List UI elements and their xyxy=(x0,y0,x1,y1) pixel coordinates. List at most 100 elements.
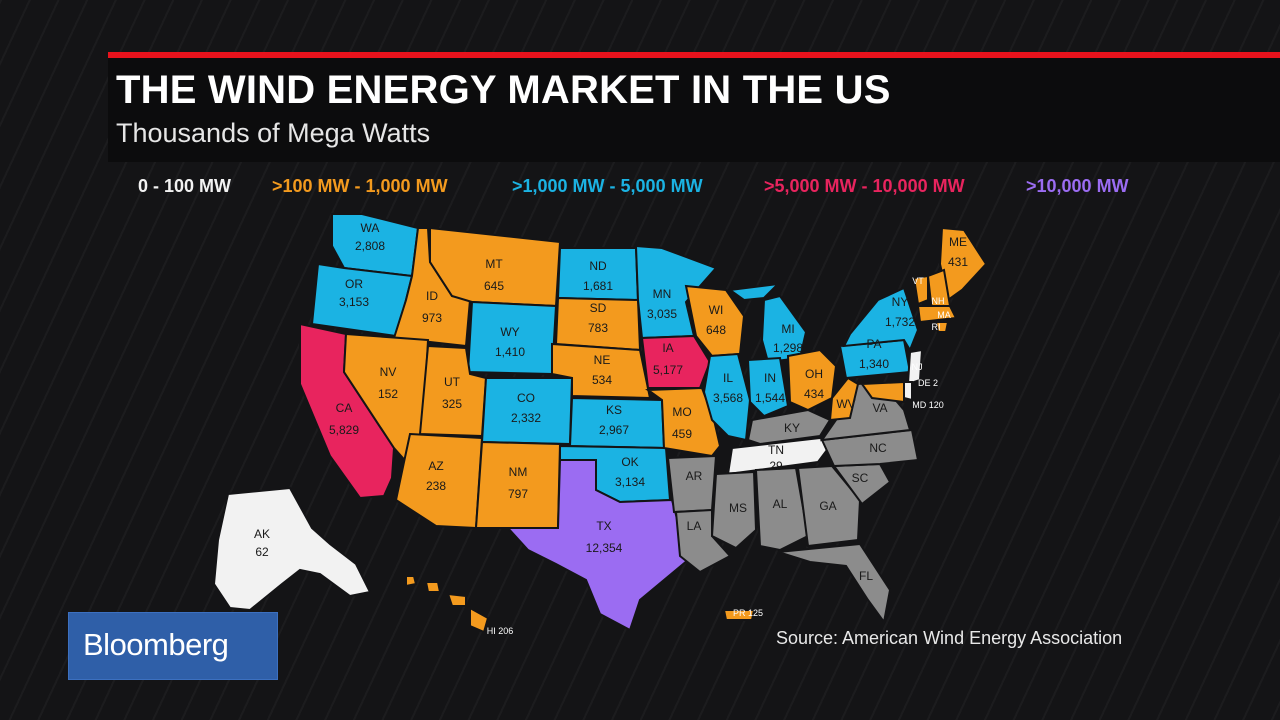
state-label-nv: NV xyxy=(380,365,397,379)
state-label-ar: AR xyxy=(686,469,703,483)
state-value-ak: 62 xyxy=(255,545,269,559)
state-value-in: 1,544 xyxy=(755,391,785,405)
state-label-la: LA xyxy=(687,519,702,533)
state-label-mn: MN xyxy=(653,287,672,301)
state-value-mn: 3,035 xyxy=(647,307,677,321)
state-value-me: 431 xyxy=(948,255,968,269)
state-ms xyxy=(710,470,758,550)
state-label-va: VA xyxy=(872,401,887,415)
state-value-ca: 5,829 xyxy=(329,423,359,437)
state-label-al: AL xyxy=(773,497,788,511)
state-mn xyxy=(634,244,718,340)
state-small-label-nj: NJ xyxy=(912,362,923,372)
logo-text: Bloomberg xyxy=(83,627,229,662)
legend-item-tier4: >10,000 MW xyxy=(1026,176,1129,196)
state-wi xyxy=(684,284,746,358)
state-label-ky: KY xyxy=(784,421,800,435)
state-de xyxy=(903,381,913,402)
state-value-ok: 3,134 xyxy=(615,475,645,489)
state-pr xyxy=(722,609,756,621)
state-label-tx: TX xyxy=(596,519,611,533)
state-label-mo: MO xyxy=(672,405,691,419)
state-label-il: IL xyxy=(723,371,733,385)
state-value-ks: 2,967 xyxy=(599,423,629,437)
state-label-az: AZ xyxy=(428,459,443,473)
state-small-label-md: MD 120 xyxy=(912,400,944,410)
state-ne xyxy=(551,342,652,400)
state-in xyxy=(746,356,790,418)
state-small-label-vt: VT xyxy=(912,276,924,286)
state-value-mt: 645 xyxy=(484,279,504,293)
state-small-label-hi: HI 206 xyxy=(487,626,514,636)
state-vt xyxy=(912,274,929,306)
state-small-label-pr: PR 125 xyxy=(733,608,763,618)
state-ri xyxy=(934,321,950,333)
state-ar xyxy=(666,454,718,514)
state-value-oh: 434 xyxy=(804,387,824,401)
state-wv xyxy=(828,376,860,422)
state-fl xyxy=(777,542,892,625)
state-value-wv: 583 xyxy=(836,0,856,3)
state-value-nd: 1,681 xyxy=(583,279,613,293)
state-label-ms: MS xyxy=(729,501,747,515)
state-value-mo: 459 xyxy=(672,427,692,441)
title-panel: THE WIND ENERGY MARKET IN THE US Thousan… xyxy=(108,52,1280,162)
bloomberg-logo: Bloomberg xyxy=(68,612,278,680)
legend-item-tier1: >100 MW - 1,000 MW xyxy=(272,176,448,196)
state-label-wa: WA xyxy=(361,221,380,235)
state-small-label-ri: RI xyxy=(932,322,941,332)
state-label-id: ID xyxy=(426,289,438,303)
state-ia xyxy=(640,334,712,389)
state-label-mt: MT xyxy=(485,257,503,271)
state-label-pa: PA xyxy=(866,337,881,351)
state-nj xyxy=(906,348,924,386)
state-label-ks: KS xyxy=(606,403,622,417)
state-label-ak: AK xyxy=(254,527,270,541)
state-label-ok: OK xyxy=(621,455,638,469)
state-label-fl: FL xyxy=(859,569,873,583)
state-label-mi: MI xyxy=(781,322,794,336)
state-label-or: OR xyxy=(345,277,363,291)
state-small-label-nh: NH xyxy=(932,296,945,306)
state-ny xyxy=(842,286,920,353)
legend-item-tier3: >5,000 MW - 10,000 MW xyxy=(764,176,965,196)
state-small-label-ma: MA xyxy=(937,310,951,320)
state-value-co: 2,332 xyxy=(511,411,541,425)
state-value-ny: 1,732 xyxy=(885,315,915,329)
state-tx xyxy=(505,459,690,632)
state-value-il: 3,568 xyxy=(713,391,743,405)
state-label-ne: NE xyxy=(594,353,611,367)
state-value-ne: 534 xyxy=(592,373,612,387)
state-label-wy: WY xyxy=(500,325,519,339)
state-value-az: 238 xyxy=(426,479,446,493)
page-subtitle: Thousands of Mega Watts xyxy=(116,118,431,148)
state-label-co: CO xyxy=(517,391,535,405)
state-label-nd: ND xyxy=(589,259,607,273)
state-il xyxy=(702,352,752,442)
state-ak xyxy=(212,486,372,612)
state-me xyxy=(938,226,988,302)
state-la xyxy=(674,508,732,574)
legend-item-tier2: >1,000 MW - 5,000 MW xyxy=(512,176,703,196)
state-label-tn: TN xyxy=(768,443,784,457)
state-value-pa: 1,340 xyxy=(859,357,889,371)
state-md xyxy=(860,380,905,404)
state-label-sd: SD xyxy=(590,301,607,315)
state-value-id: 973 xyxy=(422,311,442,325)
state-value-or: 3,153 xyxy=(339,295,369,309)
state-value-wa: 2,808 xyxy=(355,239,385,253)
state-value-nv: 152 xyxy=(378,387,398,401)
state-value-wy: 1,410 xyxy=(495,345,525,359)
state-al xyxy=(754,466,810,552)
state-hi xyxy=(405,575,490,634)
legend: 0 - 100 MW >100 MW - 1,000 MW >1,000 MW … xyxy=(0,176,1280,206)
state-label-sc: SC xyxy=(852,471,869,485)
legend-item-tier0: 0 - 100 MW xyxy=(138,176,232,196)
state-small-label-de: DE 2 xyxy=(918,378,938,388)
source-note: Source: American Wind Energy Association xyxy=(776,628,1123,648)
state-label-ny: NY xyxy=(892,295,909,309)
page-title: THE WIND ENERGY MARKET IN THE US xyxy=(116,68,891,112)
state-label-nm: NM xyxy=(509,465,528,479)
state-tn xyxy=(726,436,832,476)
